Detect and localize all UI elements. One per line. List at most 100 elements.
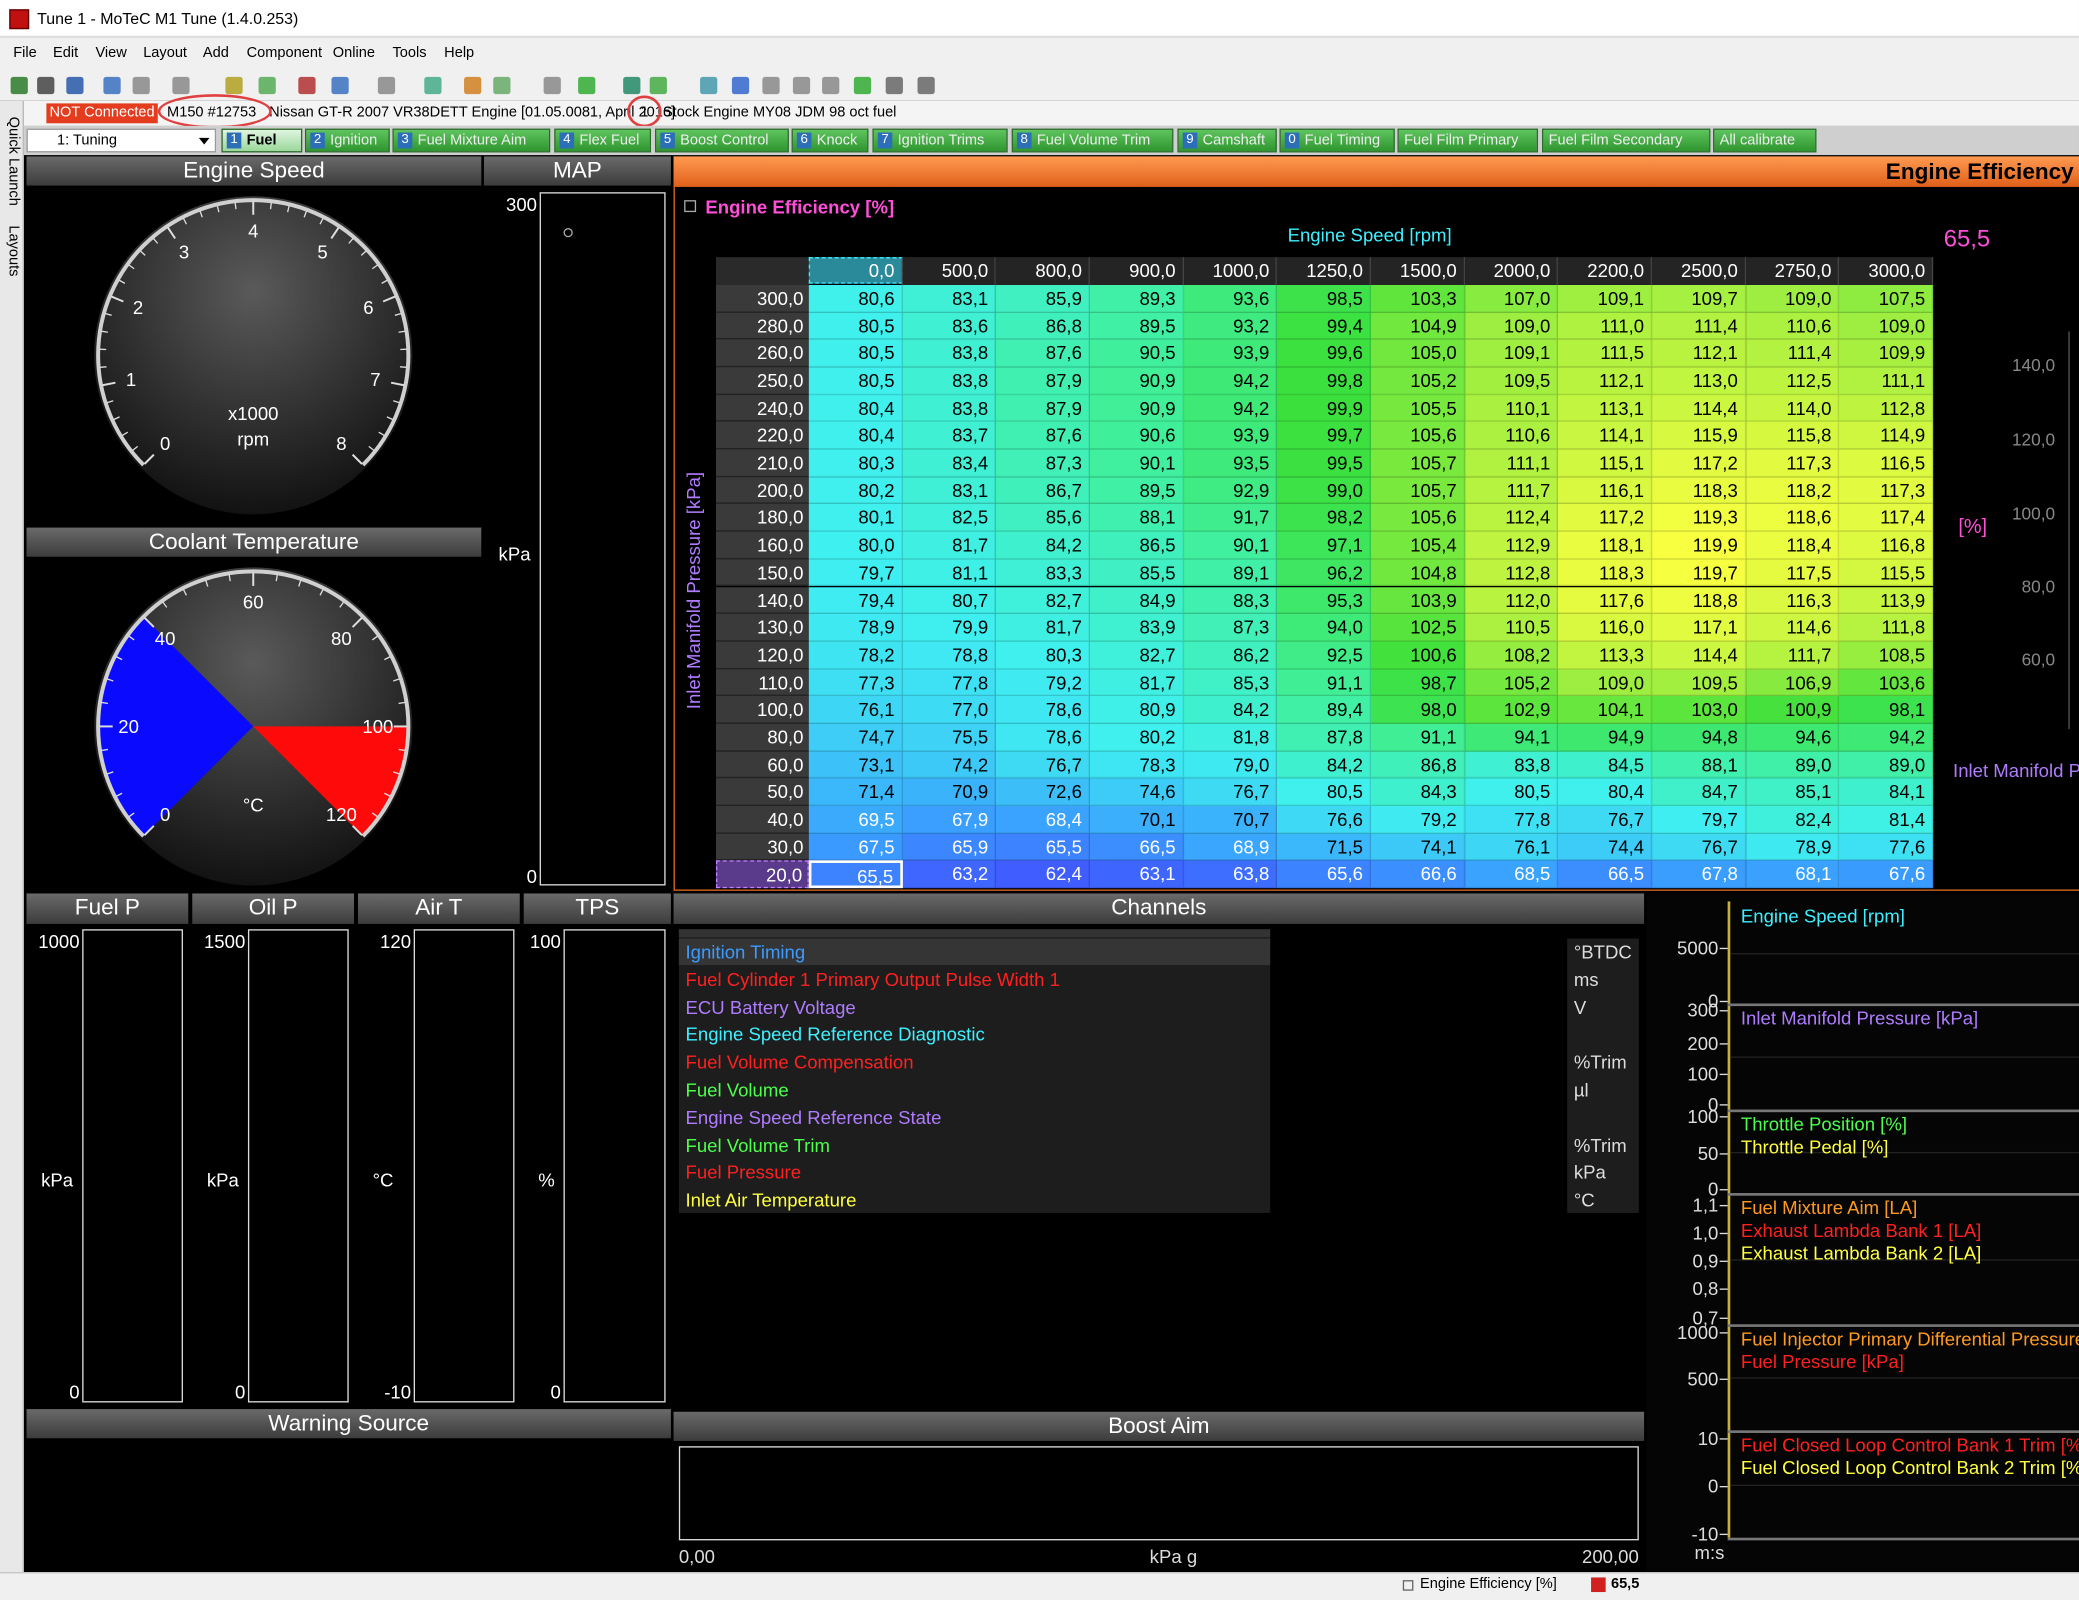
table-cell[interactable]: 113,0 [1652, 367, 1746, 395]
channel-name[interactable]: Fuel Volume [685, 1079, 789, 1101]
table-cell[interactable]: 83,1 [902, 476, 997, 505]
table-cell[interactable]: 70,7 [1183, 805, 1278, 834]
channel-name[interactable]: Engine Speed Reference Diagnostic [685, 1023, 985, 1046]
table-cell[interactable]: 111,7 [1745, 641, 1840, 669]
table-cell[interactable]: 98,5 [1277, 285, 1371, 313]
table-cell[interactable]: 83,8 [902, 367, 997, 395]
table-cell[interactable]: 74,2 [902, 751, 997, 779]
table-cell[interactable]: 111,1 [1839, 367, 1934, 395]
table-cell[interactable]: 111,8 [1839, 613, 1934, 642]
table-cell[interactable]: 84,9 [1089, 586, 1184, 614]
toolbar-button[interactable] [493, 76, 511, 95]
table-cell[interactable]: 99,0 [1277, 476, 1371, 505]
table-cell[interactable]: 84,5 [1558, 751, 1653, 779]
table-cell[interactable]: 80,5 [808, 312, 903, 340]
table-cell[interactable]: 119,7 [1652, 559, 1746, 587]
table-cell[interactable]: 84,2 [1183, 696, 1278, 724]
table-cell[interactable]: 115,8 [1745, 422, 1840, 450]
tab[interactable]: 9 Camshaft [1177, 128, 1277, 153]
toolbar-button[interactable] [700, 76, 718, 95]
menu-item[interactable]: File [13, 45, 37, 61]
table-cell[interactable]: 110,6 [1745, 312, 1840, 340]
tab[interactable]: 2 Ignition [304, 128, 390, 153]
table-cell[interactable]: 109,9 [1839, 339, 1934, 368]
table-cell[interactable]: 78,6 [996, 723, 1090, 752]
tab[interactable]: 7 Ignition Trims [872, 128, 1008, 153]
tab[interactable]: 6 Knock [791, 128, 869, 153]
table-cell[interactable]: 80,3 [808, 449, 903, 477]
table-cell[interactable]: 112,1 [1652, 339, 1746, 368]
table-cell[interactable]: 113,9 [1839, 586, 1934, 614]
table-cell[interactable]: 77,3 [808, 668, 903, 697]
table-cell[interactable]: 83,8 [902, 339, 997, 368]
channel-name[interactable]: Fuel Cylinder 1 Primary Output Pulse Wid… [685, 968, 1060, 990]
table-cell[interactable]: 90,6 [1089, 422, 1184, 450]
table-cell[interactable]: 114,4 [1652, 641, 1746, 669]
table-cell[interactable]: 114,1 [1558, 422, 1653, 450]
table-cell[interactable]: 79,4 [808, 586, 903, 614]
table-cell[interactable]: 80,4 [1558, 778, 1653, 806]
table-cell[interactable]: 76,7 [1183, 778, 1278, 806]
table-cell[interactable]: 102,5 [1370, 613, 1465, 642]
table-cell[interactable]: 105,6 [1370, 422, 1465, 450]
table-cell[interactable]: 85,3 [1183, 668, 1278, 697]
workbook-select[interactable]: 1: Tuning [26, 128, 217, 153]
table-cell[interactable]: 103,9 [1370, 586, 1465, 614]
tab[interactable]: 1 Fuel [221, 128, 303, 153]
table-cell[interactable]: 99,8 [1277, 367, 1371, 395]
table-cell[interactable]: 119,3 [1652, 504, 1746, 532]
table-cell[interactable]: 80,4 [808, 422, 903, 450]
toolbar-button[interactable] [731, 76, 750, 95]
table-cell[interactable]: 112,4 [1464, 504, 1559, 532]
table-cell[interactable]: 92,5 [1277, 641, 1371, 669]
table-cell[interactable]: 70,9 [902, 778, 997, 806]
menu-item[interactable]: View [95, 45, 127, 61]
table-cell[interactable]: 72,6 [996, 778, 1090, 806]
table-cell[interactable]: 76,7 [1558, 805, 1653, 834]
table-cell[interactable]: 110,5 [1464, 613, 1559, 642]
table-cell[interactable]: 77,8 [1464, 805, 1559, 834]
table-cell[interactable]: 90,1 [1089, 449, 1184, 477]
table-cell[interactable]: 80,6 [808, 285, 903, 313]
table-cell[interactable]: 79,2 [1370, 805, 1465, 834]
table-cell[interactable]: 83,1 [902, 285, 997, 313]
table-cell[interactable]: 80,1 [808, 504, 903, 532]
menu-item[interactable]: Layout [143, 45, 187, 61]
channel-name[interactable]: ECU Battery Voltage [685, 996, 856, 1018]
table-cell[interactable]: 118,3 [1558, 559, 1653, 587]
table-cell[interactable]: 83,9 [1089, 613, 1184, 642]
table-cell[interactable]: 86,8 [1370, 751, 1465, 779]
table-cell[interactable]: 62,4 [996, 860, 1090, 889]
table-cell[interactable]: 87,6 [996, 339, 1090, 368]
table-cell[interactable]: 113,1 [1558, 394, 1653, 423]
table-cell[interactable]: 66,5 [1089, 833, 1184, 861]
tab[interactable]: 8 Fuel Volume Trim [1011, 128, 1174, 153]
table-cell[interactable]: 86,7 [996, 476, 1090, 505]
tab[interactable]: 4 Flex Fuel [554, 128, 652, 153]
table-cell[interactable]: 78,8 [902, 641, 997, 669]
toolbar-button[interactable] [885, 76, 903, 95]
table-cell[interactable]: 103,3 [1370, 285, 1465, 313]
table-cell[interactable]: 103,6 [1839, 668, 1934, 697]
table-cell[interactable]: 66,5 [1558, 860, 1653, 889]
table-cell[interactable]: 105,7 [1370, 449, 1465, 477]
table-cell[interactable]: 115,1 [1558, 449, 1653, 477]
table-cell[interactable]: 83,7 [902, 422, 997, 450]
table-cell[interactable]: 117,6 [1558, 586, 1653, 614]
table-cell[interactable]: 74,7 [808, 723, 903, 752]
tab[interactable]: 5 Boost Control [654, 128, 789, 153]
table-cell[interactable]: 115,5 [1839, 559, 1934, 587]
toolbar-button[interactable] [917, 76, 935, 95]
table-cell[interactable]: 78,9 [808, 613, 903, 642]
toolbar-button[interactable] [424, 76, 442, 95]
table-cell[interactable]: 118,4 [1745, 531, 1840, 560]
table-cell[interactable]: 84,1 [1839, 778, 1934, 806]
table-cell[interactable]: 96,2 [1277, 559, 1371, 587]
table-cell[interactable]: 90,9 [1089, 367, 1184, 395]
table-cell[interactable]: 117,2 [1558, 504, 1653, 532]
table-cell[interactable]: 109,1 [1558, 285, 1653, 313]
side-bar-tab[interactable]: Layouts [5, 225, 22, 277]
table-cell[interactable]: 114,0 [1745, 394, 1840, 423]
table-cell[interactable]: 87,9 [996, 394, 1090, 423]
table-cell[interactable]: 95,3 [1277, 586, 1371, 614]
